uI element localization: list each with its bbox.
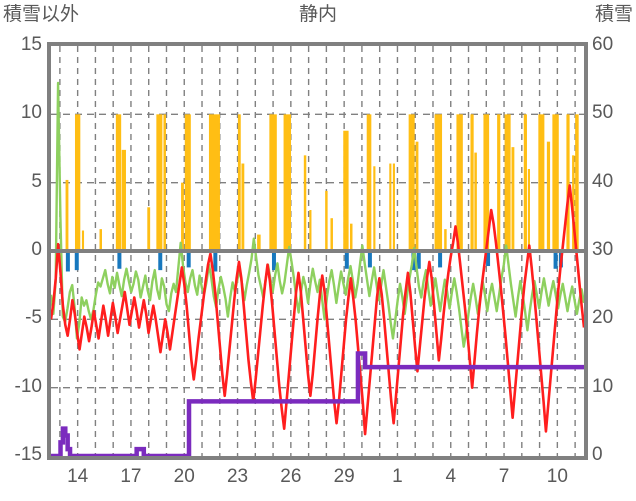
page-title: 静内 (298, 4, 337, 25)
y-axis-right-tick: 30 (592, 239, 614, 260)
right-axis-title: 積雪 (594, 4, 633, 25)
y-axis-right-tick: 50 (592, 102, 614, 124)
x-axis-tick: 1 (392, 466, 403, 487)
y-axis-left-tick: -15 (14, 444, 42, 465)
plot-inner (51, 46, 584, 456)
y-axis-right-tick: 40 (592, 170, 614, 192)
x-axis-tick: 17 (120, 466, 142, 487)
y-axis-left-tick: -10 (14, 375, 42, 397)
y-axis-right-tick: 10 (592, 375, 614, 397)
x-axis-tick: 20 (173, 466, 195, 487)
x-axis-tick: 23 (226, 466, 249, 487)
plot-area (47, 42, 588, 460)
x-axis-tick: 7 (498, 466, 510, 487)
x-axis-tick: 29 (333, 466, 355, 487)
x-axis-tick: 10 (546, 466, 568, 487)
left-axis-title: 積雪以外 (3, 4, 80, 25)
y-axis-left-tick: 15 (20, 34, 42, 55)
y-axis-left-tick: -5 (25, 307, 42, 329)
series-layer (51, 81, 584, 456)
y-axis-left-tick: 5 (31, 170, 42, 192)
x-axis-tick: 14 (67, 466, 89, 487)
y-axis-left-tick: 0 (31, 239, 42, 260)
y-axis-right-tick: 60 (592, 34, 614, 55)
x-axis-tick: 26 (280, 466, 302, 487)
x-axis-tick: 4 (445, 466, 457, 487)
y-axis-right-tick: 20 (592, 307, 614, 329)
y-axis-left-tick: 10 (20, 102, 42, 124)
y-axis-right-tick: 0 (592, 444, 603, 465)
